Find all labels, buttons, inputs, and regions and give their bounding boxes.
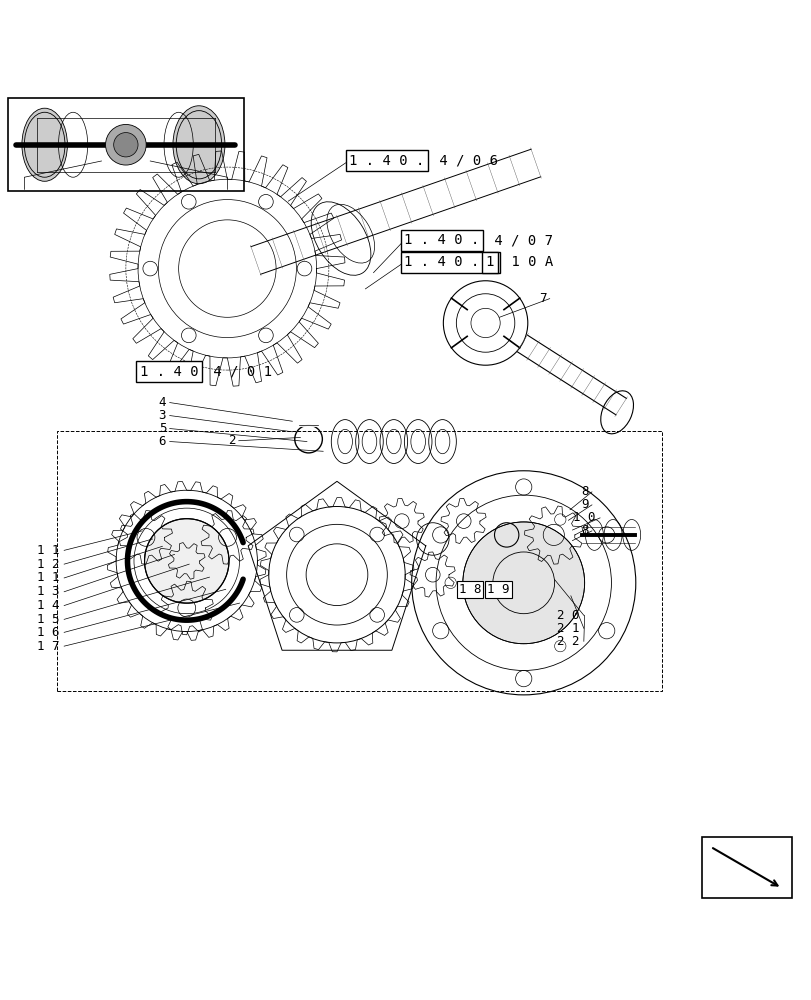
- Text: 4 / 0 7: 4 / 0 7: [485, 233, 552, 247]
- Text: 5: 5: [158, 422, 166, 435]
- Circle shape: [462, 522, 584, 644]
- Text: 1 9: 1 9: [487, 583, 509, 596]
- Text: 1 0 A: 1 0 A: [503, 255, 553, 269]
- Text: 1 1: 1 1: [37, 544, 60, 557]
- Text: 1 2: 1 2: [37, 558, 60, 571]
- Ellipse shape: [173, 106, 225, 184]
- Text: 1 . 4 0 . 3: 1 . 4 0 . 3: [404, 255, 496, 269]
- Text: 1 0: 1 0: [573, 511, 595, 524]
- Text: 8: 8: [580, 485, 588, 498]
- Text: 2 1: 2 1: [556, 622, 579, 635]
- Text: 2 0: 2 0: [556, 609, 579, 622]
- Text: 1 7: 1 7: [37, 640, 60, 653]
- Circle shape: [114, 133, 138, 157]
- Text: 1 4: 1 4: [37, 599, 60, 612]
- Text: 1 . 4 0 .: 1 . 4 0 .: [349, 154, 424, 168]
- Text: 4 / 0 1: 4 / 0 1: [205, 365, 272, 379]
- Bar: [57, 431, 661, 691]
- Text: 7: 7: [538, 292, 546, 305]
- Text: 1 5: 1 5: [37, 613, 60, 626]
- Text: 1 . 4 0 .: 1 . 4 0 .: [404, 233, 479, 247]
- Bar: [8, 98, 243, 191]
- Text: 2: 2: [227, 434, 235, 447]
- Text: 3: 3: [158, 409, 166, 422]
- Text: 1 6: 1 6: [37, 626, 60, 639]
- Text: 4: 4: [158, 396, 166, 409]
- Text: 1 3: 1 3: [37, 585, 60, 598]
- Text: 9: 9: [580, 498, 588, 511]
- Text: 1: 1: [485, 255, 494, 269]
- Text: 1 8: 1 8: [458, 583, 481, 596]
- Text: 1 . 4 0: 1 . 4 0: [139, 365, 198, 379]
- Text: 8: 8: [580, 524, 588, 537]
- Text: 1 1: 1 1: [37, 571, 60, 584]
- Text: 2 2: 2 2: [556, 635, 579, 648]
- Text: 4 / 0 6: 4 / 0 6: [430, 154, 497, 168]
- Circle shape: [144, 519, 229, 603]
- Circle shape: [105, 124, 146, 165]
- Text: 6: 6: [158, 435, 166, 448]
- Bar: [702, 837, 791, 898]
- Ellipse shape: [22, 108, 67, 181]
